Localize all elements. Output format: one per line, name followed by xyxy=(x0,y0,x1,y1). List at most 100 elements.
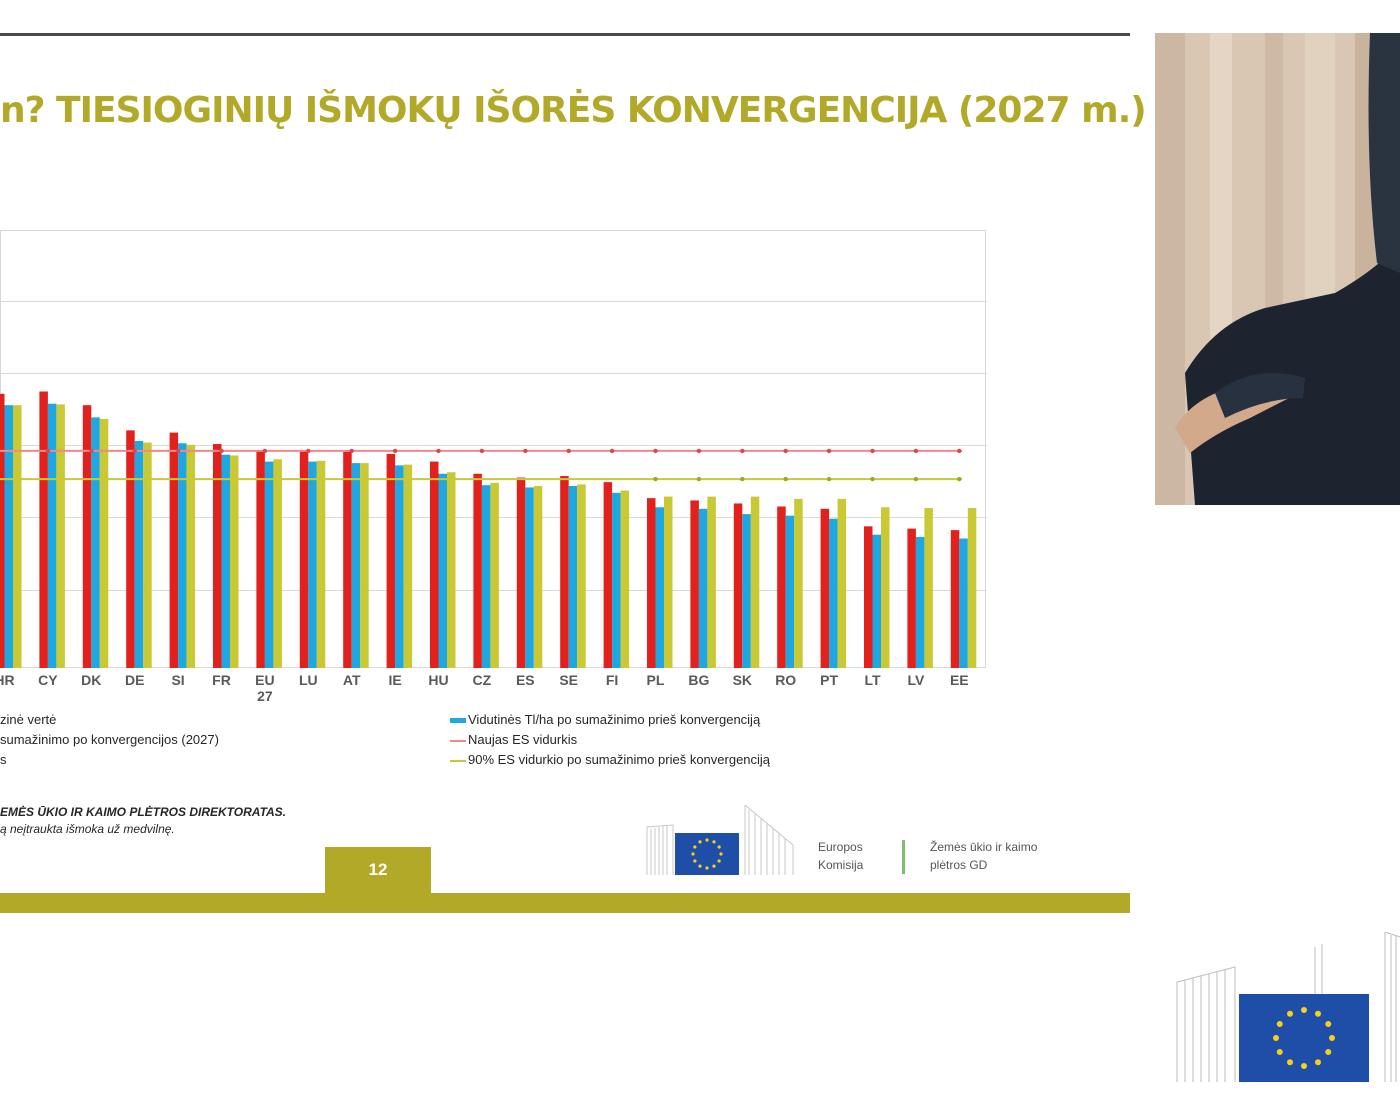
bar-red-fi xyxy=(603,482,613,668)
eu-star-icon xyxy=(1325,1021,1332,1027)
bar-blue-ro xyxy=(785,515,795,668)
bar-blue-se xyxy=(568,485,578,668)
new-average-marker xyxy=(609,448,615,454)
bar-yellow-bg xyxy=(707,496,716,668)
legend-label: Naujas ES vidurkis xyxy=(468,732,578,747)
gridline xyxy=(1,445,987,446)
bar-blue-eu-27 xyxy=(264,461,274,668)
legend-item: 90% ES vidurkio po sumažinimo prieš konv… xyxy=(450,750,770,770)
source-note: EMĖS ŪKIO IR KAIMO PLĖTROS DIREKTORATAS.… xyxy=(0,804,286,838)
new-average-marker xyxy=(219,448,224,454)
x-tick-label: LU xyxy=(298,672,318,688)
bar-yellow-lt xyxy=(881,507,890,668)
bar-blue-es xyxy=(525,487,534,668)
bar-yellow-at xyxy=(360,463,369,668)
legend-swatch-ninety-percent xyxy=(450,760,466,762)
bar-red-eu-27 xyxy=(256,450,265,668)
ninety-percent-marker xyxy=(957,476,962,482)
ec-org-line: Europos xyxy=(818,840,863,854)
bar-blue-pt xyxy=(829,518,838,668)
x-tick-label: AT xyxy=(342,672,361,688)
bar-blue-bg xyxy=(698,508,708,668)
x-tick-label: SE xyxy=(559,672,579,688)
legend-swatch-new-average xyxy=(450,740,466,742)
bar-blue-ee xyxy=(959,538,968,668)
ec-dg-line: plėtros GD xyxy=(930,858,988,872)
slide-title: n? TIESIOGINIŲ IŠMOKŲ IŠORĖS KONVERGENCI… xyxy=(0,90,1147,131)
eu-star-icon xyxy=(1276,1021,1283,1027)
legend-label: sumažinimo po konvergencijos (2027) xyxy=(0,732,219,747)
bar-blue-dk xyxy=(91,417,100,668)
bar-yellow-fr xyxy=(230,455,239,668)
bar-yellow-se xyxy=(577,484,586,668)
eu-star-icon xyxy=(705,866,709,870)
bar-yellow-lv xyxy=(924,508,933,668)
bar-red-ro xyxy=(777,506,786,668)
ninety-percent-marker xyxy=(870,476,875,482)
eu-star-icon xyxy=(717,845,721,849)
bar-yellow-si xyxy=(186,444,196,668)
x-tick-label: HU xyxy=(428,672,449,688)
legend-label: s xyxy=(0,752,7,767)
legend-swatch-blue xyxy=(450,718,466,723)
bar-yellow-cz xyxy=(490,482,499,668)
legend-item: s xyxy=(0,750,219,770)
bar-red-lt xyxy=(864,526,873,668)
eu-star-icon xyxy=(1301,1063,1307,1069)
legend-item: zinė vertė xyxy=(0,710,219,730)
new-average-marker xyxy=(306,448,311,454)
legend-right: Vidutinės Tl/ha po sumažinimo prieš konv… xyxy=(450,710,770,770)
eu-star-icon xyxy=(1315,1059,1321,1066)
presentation-slide: n? TIESIOGINIŲ IŠMOKŲ IŠORĖS KONVERGENCI… xyxy=(0,33,1147,913)
x-tick-label: EE xyxy=(949,672,969,688)
bar-blue-lv xyxy=(915,536,925,668)
eu-star-icon xyxy=(691,852,695,856)
new-average-marker xyxy=(913,448,919,454)
speaker-video-feed[interactable] xyxy=(1155,33,1400,505)
bar-red-pt xyxy=(820,508,830,668)
x-tick-label: BG xyxy=(688,672,710,688)
bar-yellow-pt xyxy=(837,498,847,668)
new-average-marker xyxy=(45,448,51,454)
bar-yellow-hu xyxy=(447,472,456,668)
logo-separator xyxy=(902,840,905,874)
bar-red-sk xyxy=(733,503,743,668)
bar-red-fr xyxy=(213,444,222,668)
bar-yellow-eu-27 xyxy=(273,459,282,668)
gridline xyxy=(1,301,987,302)
x-tick-label: DE xyxy=(124,672,145,688)
ninety-percent-marker xyxy=(653,476,658,482)
new-average-marker xyxy=(826,448,832,454)
eu-star-icon xyxy=(705,838,709,842)
new-average-marker xyxy=(262,448,268,454)
eu-star-icon xyxy=(717,859,721,863)
eu-star-icon xyxy=(1329,1035,1335,1041)
bar-red-de xyxy=(126,430,135,668)
bar-yellow-lu xyxy=(316,460,326,668)
x-tick-label: SI xyxy=(171,672,185,688)
bar-red-lv xyxy=(907,528,916,668)
x-tick-label: ES xyxy=(515,672,535,688)
eu-star-icon xyxy=(698,864,702,868)
legend-label: Vidutinės Tl/ha po sumažinimo prieš konv… xyxy=(468,712,761,727)
x-tick-label: DK xyxy=(81,672,102,688)
x-tick-label: RO xyxy=(775,672,797,688)
x-tick-label: LT xyxy=(864,672,881,688)
eu-star-icon xyxy=(1315,1010,1321,1017)
x-tick-label: CY xyxy=(38,672,58,688)
ec-dg-line: Žemės ūkio ir kaimo xyxy=(930,840,1038,854)
eu-star-icon xyxy=(1276,1049,1283,1055)
new-average-marker xyxy=(566,448,571,454)
new-average-marker xyxy=(89,448,94,454)
bar-blue-si xyxy=(178,443,187,668)
new-average-marker xyxy=(479,448,485,454)
bar-blue-pl xyxy=(655,507,664,668)
x-tick-label: PT xyxy=(820,672,839,688)
bar-red-pl xyxy=(647,498,656,668)
ninety-percent-marker xyxy=(913,476,919,482)
new-average-marker xyxy=(349,448,354,454)
bar-yellow-cy xyxy=(56,404,65,668)
bar-red-hr xyxy=(0,393,5,668)
legend-label: zinė vertė xyxy=(0,712,57,727)
bar-blue-fr xyxy=(221,454,230,668)
